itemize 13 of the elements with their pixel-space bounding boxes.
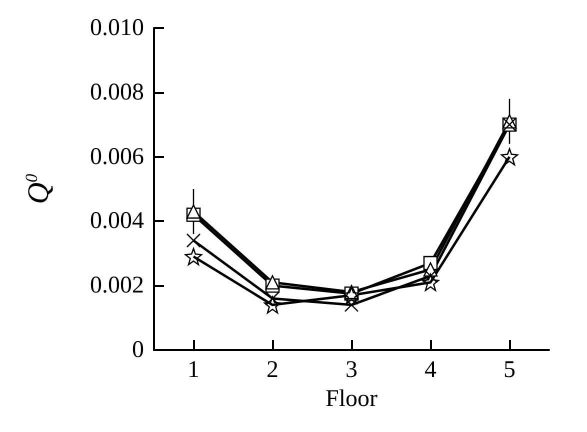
y-axis-title: Q0: [22, 173, 55, 204]
y-tick-label: 0.004: [90, 208, 144, 234]
y-tick-label: 0: [132, 337, 144, 363]
y-tick-label: 0.006: [90, 144, 144, 170]
y-tick-label: 0.008: [90, 79, 144, 106]
x-axis-title: Floor: [325, 386, 378, 412]
x-tick-label: 5: [504, 357, 516, 383]
x-tick-label: 2: [266, 357, 278, 383]
x-tick-label: 3: [346, 357, 358, 383]
x-tick-label: 1: [188, 357, 200, 383]
y-tick-label: 0.002: [90, 272, 144, 299]
x-tick-label: 4: [424, 357, 436, 383]
y-tick-label: 0.010: [90, 15, 144, 41]
